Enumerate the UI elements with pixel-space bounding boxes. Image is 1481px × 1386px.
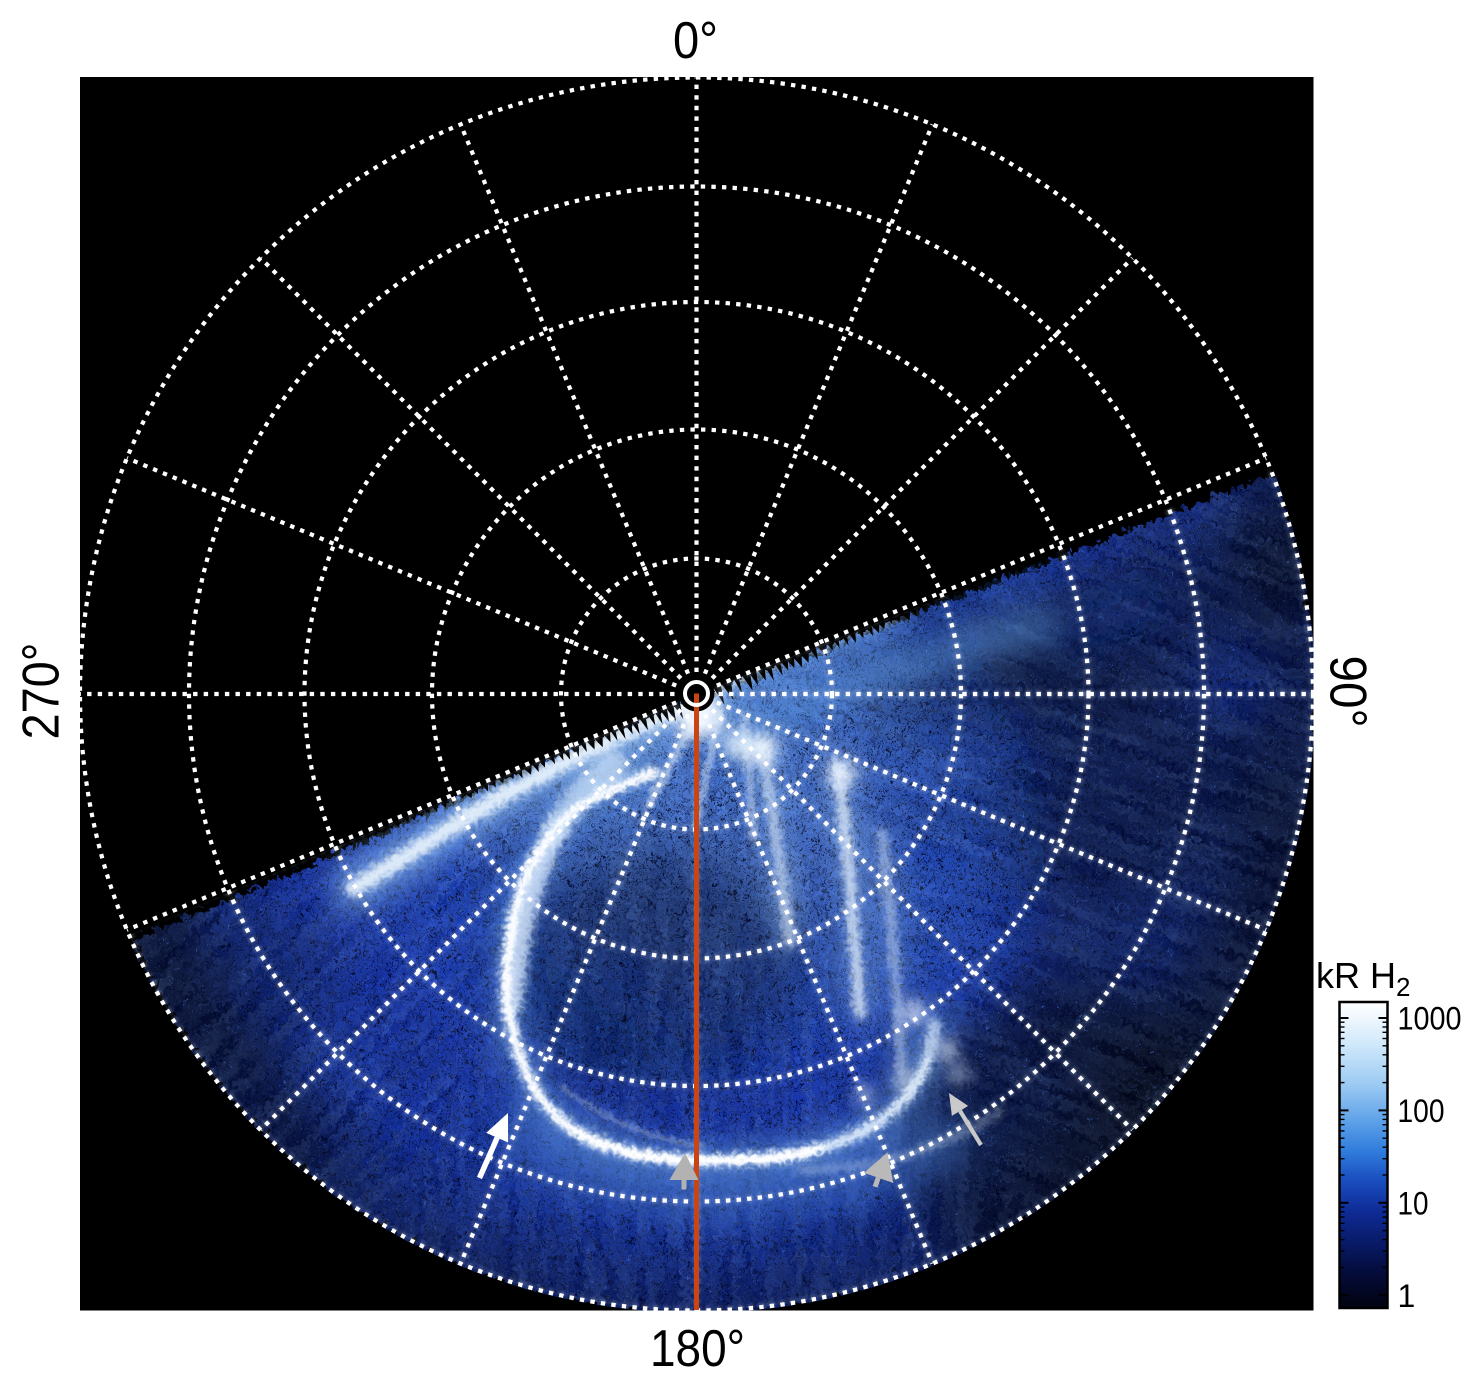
svg-text:180°: 180°	[650, 1320, 745, 1378]
svg-text:1000: 1000	[1398, 1001, 1462, 1037]
svg-text:100: 100	[1398, 1093, 1445, 1129]
svg-text:10: 10	[1398, 1186, 1429, 1222]
svg-text:90°: 90°	[1319, 656, 1377, 728]
svg-text:1: 1	[1398, 1278, 1416, 1314]
svg-text:270°: 270°	[13, 643, 71, 740]
svg-text:0°: 0°	[673, 12, 718, 70]
svg-text:kR H2: kR H2	[1316, 955, 1410, 1002]
